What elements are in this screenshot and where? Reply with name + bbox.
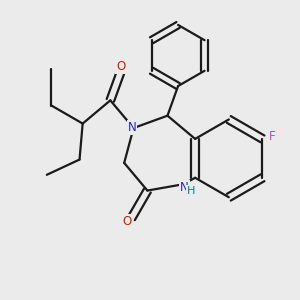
Text: O: O — [123, 214, 132, 227]
Text: N: N — [180, 181, 189, 194]
Text: N: N — [128, 121, 136, 134]
Text: H: H — [186, 186, 195, 196]
Text: F: F — [269, 130, 275, 142]
Text: O: O — [116, 60, 125, 73]
